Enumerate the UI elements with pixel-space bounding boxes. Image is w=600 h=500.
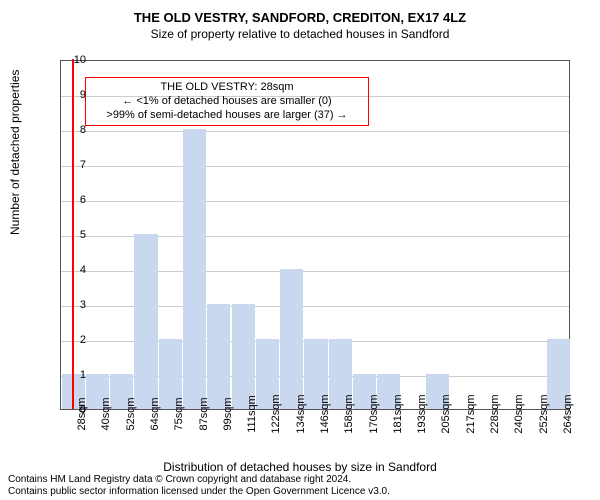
annotation-line: ← <1% of detached houses are smaller (0) bbox=[92, 95, 362, 109]
y-tick-label: 5 bbox=[46, 229, 86, 241]
y-tick-label: 1 bbox=[46, 369, 86, 381]
x-tick-label: 134sqm bbox=[295, 394, 307, 433]
x-tick-label: 193sqm bbox=[416, 394, 428, 433]
x-tick-label: 252sqm bbox=[538, 394, 550, 433]
bar bbox=[207, 304, 230, 409]
x-tick-label: 228sqm bbox=[489, 394, 501, 433]
x-tick-label: 111sqm bbox=[246, 395, 258, 433]
gridline bbox=[61, 166, 569, 167]
x-tick-label: 122sqm bbox=[270, 394, 282, 433]
x-tick-label: 181sqm bbox=[392, 394, 404, 433]
y-tick-label: 8 bbox=[46, 124, 86, 136]
x-tick-label: 40sqm bbox=[100, 397, 112, 430]
y-axis-label: Number of detached properties bbox=[8, 70, 22, 235]
footnote-line-1: Contains HM Land Registry data © Crown c… bbox=[8, 474, 390, 486]
x-tick-label: 64sqm bbox=[149, 397, 161, 430]
annotation-box: THE OLD VESTRY: 28sqm← <1% of detached h… bbox=[85, 77, 369, 126]
gridline bbox=[61, 131, 569, 132]
chart-subtitle: Size of property relative to detached ho… bbox=[0, 25, 600, 41]
annotation-line: >99% of semi-detached houses are larger … bbox=[92, 109, 362, 123]
y-tick-label: 4 bbox=[46, 264, 86, 276]
bar bbox=[183, 129, 206, 409]
x-tick-label: 170sqm bbox=[368, 394, 380, 433]
y-tick-label: 2 bbox=[46, 334, 86, 346]
x-tick-label: 99sqm bbox=[222, 397, 234, 430]
y-tick-label: 6 bbox=[46, 194, 86, 206]
bar bbox=[134, 234, 157, 409]
x-tick-label: 87sqm bbox=[198, 397, 210, 430]
y-tick-label: 3 bbox=[46, 299, 86, 311]
chart-title: THE OLD VESTRY, SANDFORD, CREDITON, EX17… bbox=[0, 0, 600, 25]
y-tick-label: 10 bbox=[46, 54, 86, 66]
figure: THE OLD VESTRY, SANDFORD, CREDITON, EX17… bbox=[0, 0, 600, 500]
footnote-line-2: Contains public sector information licen… bbox=[8, 486, 390, 498]
gridline bbox=[61, 201, 569, 202]
x-tick-label: 146sqm bbox=[319, 394, 331, 433]
bar bbox=[280, 269, 303, 409]
x-tick-label: 52sqm bbox=[125, 397, 137, 430]
x-axis-label: Distribution of detached houses by size … bbox=[0, 460, 600, 474]
x-tick-label: 28sqm bbox=[76, 397, 88, 430]
x-tick-label: 217sqm bbox=[465, 394, 477, 433]
footnote: Contains HM Land Registry data © Crown c… bbox=[8, 474, 390, 498]
x-tick-label: 240sqm bbox=[513, 394, 525, 433]
x-tick-label: 158sqm bbox=[343, 394, 355, 433]
x-tick-label: 264sqm bbox=[562, 394, 574, 433]
plot-area: THE OLD VESTRY: 28sqm← <1% of detached h… bbox=[60, 60, 570, 410]
bar bbox=[232, 304, 255, 409]
x-tick-label: 75sqm bbox=[173, 397, 185, 430]
x-tick-label: 205sqm bbox=[440, 394, 452, 433]
annotation-line: THE OLD VESTRY: 28sqm bbox=[92, 81, 362, 95]
y-tick-label: 9 bbox=[46, 89, 86, 101]
y-tick-label: 7 bbox=[46, 159, 86, 171]
